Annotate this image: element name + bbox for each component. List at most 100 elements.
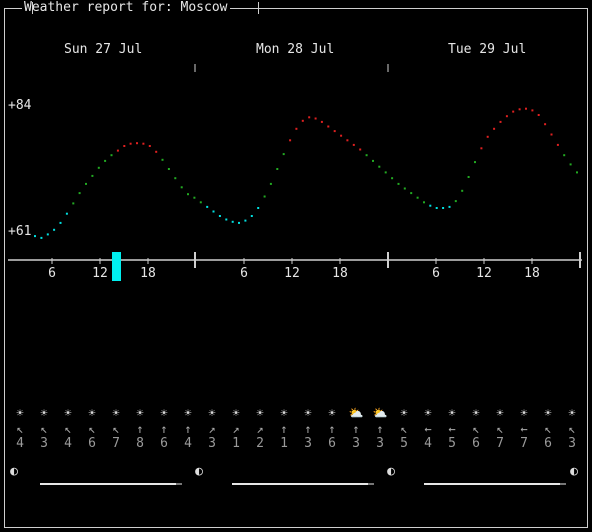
temperature-point xyxy=(569,163,572,166)
hour-label: 6 xyxy=(432,266,440,281)
y-max-label: +84 xyxy=(8,98,32,113)
wind-direction-icon: ↑ xyxy=(184,422,192,436)
temperature-point xyxy=(180,186,183,189)
wind-direction-icon: ↖ xyxy=(544,422,552,436)
temperature-point xyxy=(187,193,189,196)
temperature-point xyxy=(435,207,438,209)
y-min-label: +61 xyxy=(8,224,32,239)
wind-direction-icon: ← xyxy=(520,422,528,436)
wind-direction-icon: ↗ xyxy=(256,422,264,436)
temperature-point xyxy=(352,143,355,146)
temperature-point xyxy=(378,165,381,168)
temperature-point xyxy=(123,145,126,147)
temperature-point xyxy=(85,182,87,185)
temperature-point xyxy=(384,171,387,174)
sun-icon: ☀ xyxy=(328,406,336,420)
temperature-point xyxy=(314,117,317,120)
temperature-point xyxy=(550,133,553,136)
moon-phase-icon: ◐ xyxy=(570,464,578,479)
temperature-point xyxy=(442,207,445,209)
temperature-point xyxy=(104,159,107,162)
temperature-point xyxy=(327,125,330,128)
sun-icon: ☀ xyxy=(472,406,480,420)
hour-label: 18 xyxy=(140,266,156,281)
temperature-point xyxy=(257,207,260,209)
temperature-point xyxy=(193,196,196,199)
temperature-point xyxy=(212,210,215,213)
wind-speed: 3 xyxy=(208,436,216,451)
wind-direction-icon: ↑ xyxy=(304,422,312,436)
temperature-point xyxy=(308,116,311,119)
wind-speed: 5 xyxy=(400,436,408,451)
temperature-point xyxy=(40,236,43,239)
wind-direction-icon: ↖ xyxy=(88,422,96,436)
moon-phase-icon: ◐ xyxy=(387,464,395,479)
temperature-point xyxy=(238,221,240,224)
temperature-point xyxy=(116,149,119,152)
wind-direction-icon: ↖ xyxy=(568,422,576,436)
temperature-point xyxy=(486,135,489,138)
temperature-point xyxy=(295,127,298,130)
wind-direction-icon: ↑ xyxy=(328,422,336,436)
wind-direction-icon: ↖ xyxy=(40,422,48,436)
sun-icon: ☀ xyxy=(16,406,24,420)
partly-cloudy-icon: ⛅ xyxy=(348,406,364,420)
temperature-point xyxy=(391,177,394,180)
hour-label: 12 xyxy=(284,266,300,281)
wind-speed: 8 xyxy=(136,436,144,451)
temperature-point xyxy=(461,189,464,192)
sun-icon: ☀ xyxy=(184,406,192,420)
temperature-point xyxy=(110,154,113,157)
temperature-point xyxy=(231,220,234,223)
partly-cloudy-icon: ⛅ xyxy=(372,406,388,420)
wind-direction-icon: ↑ xyxy=(160,422,168,436)
sun-icon: ☀ xyxy=(544,406,552,420)
wind-speed: 1 xyxy=(280,436,288,451)
wind-speed: 6 xyxy=(544,436,552,451)
temperature-point xyxy=(136,142,138,145)
wind-direction-icon: ↗ xyxy=(232,422,240,436)
temperature-point xyxy=(161,158,164,161)
sun-icon: ☀ xyxy=(400,406,408,420)
sun-icon: ☀ xyxy=(160,406,168,420)
temperature-point xyxy=(167,168,170,170)
temperature-point xyxy=(346,139,349,142)
wind-direction-icon: ↖ xyxy=(496,422,504,436)
wind-speed: 1 xyxy=(232,436,240,451)
temperature-point xyxy=(218,215,221,217)
current-time-marker xyxy=(112,252,121,281)
temperature-point xyxy=(206,205,209,208)
day-label-tue: Tue 29 Jul xyxy=(448,42,527,57)
temperature-point xyxy=(365,154,368,157)
wind-direction-icon: ↖ xyxy=(64,422,72,436)
wind-speed: 5 xyxy=(448,436,456,451)
temperature-point xyxy=(576,171,578,174)
temperature-point xyxy=(97,166,100,169)
wind-direction-icon: ↑ xyxy=(352,422,360,436)
wind-direction-icon: ↖ xyxy=(112,422,120,436)
temperature-point xyxy=(46,233,49,236)
temperature-point xyxy=(518,108,521,111)
temperature-point xyxy=(59,221,62,224)
temperature-point xyxy=(276,168,279,170)
wind-speed: 6 xyxy=(160,436,168,451)
moon-bar-3 xyxy=(424,483,560,485)
temperature-point xyxy=(225,218,228,221)
temperature-point xyxy=(474,161,476,164)
temperature-point xyxy=(65,212,68,215)
temperature-point xyxy=(250,215,253,217)
moon-phase-icon: ◐ xyxy=(10,464,18,479)
hour-label: 12 xyxy=(92,266,108,281)
hour-label: 12 xyxy=(476,266,492,281)
temperature-point xyxy=(372,159,374,162)
temperature-point xyxy=(454,200,457,203)
sun-icon: ☀ xyxy=(568,406,576,420)
moon-bar-end-2 xyxy=(368,483,374,485)
sun-icon: ☀ xyxy=(256,406,264,420)
temperature-point xyxy=(480,147,483,150)
temperature-point xyxy=(416,196,419,199)
temperature-point xyxy=(563,154,566,157)
window-title: Weather report for: Moscow xyxy=(22,0,230,16)
title-bracket-right xyxy=(258,2,259,14)
